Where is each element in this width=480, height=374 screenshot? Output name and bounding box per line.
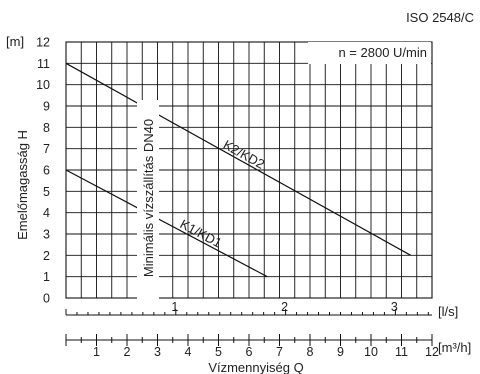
m3h-tick-label: 10 [364, 345, 378, 359]
y-tick-label: 0 [43, 292, 50, 306]
ls-tick-label: 1 [171, 300, 178, 314]
ls-tick-labels: 1 2 3 [171, 300, 398, 314]
axes [65, 309, 433, 346]
min-flow-label: Minimális vízszállítás DN40 [141, 119, 156, 277]
m3h-unit-label: [m³/h] [438, 340, 471, 355]
ls-tick-label: 3 [391, 300, 398, 314]
y-axis-label: Emelőmagasság H [15, 130, 30, 240]
speed-label-box [308, 42, 431, 64]
m3h-tick-label: 4 [185, 345, 192, 359]
y-tick-label: 1 [43, 270, 50, 284]
m3h-tick-label: 6 [246, 345, 253, 359]
y-tick-label: 4 [43, 206, 50, 220]
y-unit-label: [m] [6, 34, 24, 49]
y-tick-label: 6 [43, 164, 50, 178]
y-tick-label: 10 [36, 78, 50, 92]
min-flow-label-box [137, 100, 159, 302]
grid [65, 41, 433, 299]
y-tick-label: 3 [43, 228, 50, 242]
m3h-tick-label: 12 [425, 345, 439, 359]
m3h-tick-label: 5 [215, 345, 222, 359]
m3h-tick-label: 2 [124, 345, 131, 359]
series-label-1: K2/KD2 [221, 137, 267, 172]
y-tick-label: 9 [43, 100, 50, 114]
m3h-tick-label: 11 [395, 345, 408, 359]
m3h-tick-label: 3 [154, 345, 161, 359]
standard-label: ISO 2548/C [406, 10, 474, 25]
m3h-tick-label: 1 [93, 345, 100, 359]
y-tick-label: 7 [43, 142, 50, 156]
m3h-tick-label: 9 [337, 345, 344, 359]
y-tick-label: 2 [43, 249, 50, 263]
y-tick-label: 5 [43, 185, 50, 199]
series-line-2 [65, 169, 268, 278]
m3h-tick-labels: 1 2 3 4 5 6 7 8 9 10 11 12 [93, 345, 439, 359]
y-tick-label: 8 [43, 121, 50, 135]
m3h-tick-label: 7 [276, 345, 283, 359]
ls-tick-label: 2 [281, 300, 288, 314]
y-tick-label: 12 [36, 36, 50, 50]
speed-label: n = 2800 U/min [338, 45, 427, 60]
ls-unit-label: [l/s] [438, 304, 458, 319]
x-axis-label: Vízmennyiség Q [208, 360, 303, 374]
y-tick-label: 11 [37, 57, 50, 71]
series-line-1 [65, 62, 411, 256]
m3h-tick-label: 8 [307, 345, 314, 359]
